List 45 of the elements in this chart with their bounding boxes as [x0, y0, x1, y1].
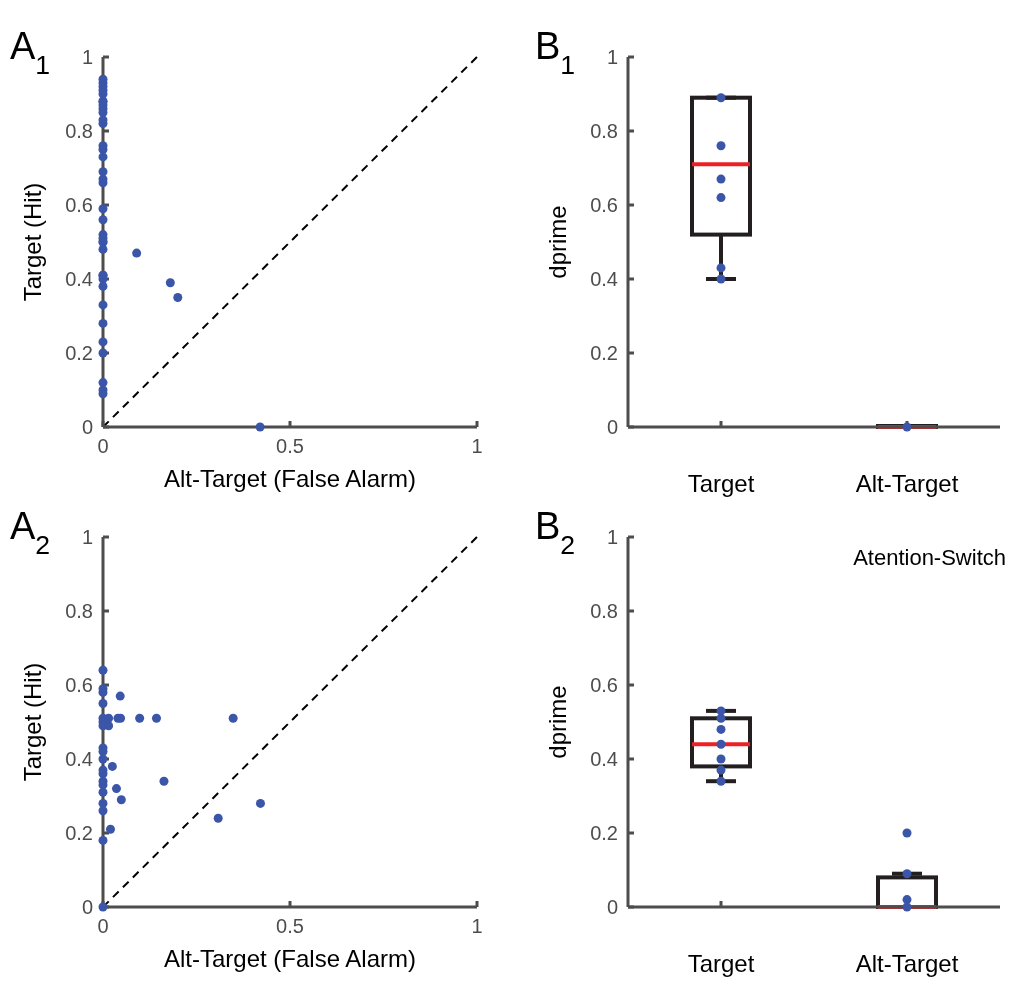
- y-axis-title: dprime: [544, 205, 571, 279]
- y-tick-label: 0.6: [65, 674, 93, 696]
- chart-title: B$_{1}$: [535, 25, 576, 80]
- y-tick-label: 1: [606, 526, 618, 548]
- y-tick-label: 0.6: [65, 194, 93, 216]
- x-tick-label: 1: [471, 915, 483, 937]
- x-axis-title: Alt-Target (False Alarm): [163, 465, 417, 492]
- y-tick-label: 0: [606, 896, 618, 918]
- y-tick-label: 0.8: [590, 120, 618, 142]
- y-tick-label: 0: [606, 416, 618, 438]
- y-axis-title: dprime: [544, 685, 571, 759]
- y-tick-label: 1: [81, 46, 93, 68]
- y-tick-label: 0.8: [65, 600, 93, 622]
- y-tick-label: 0.8: [65, 120, 93, 142]
- x-tick-label: Alt-Target: [855, 470, 959, 497]
- x-tick-label: Target: [687, 470, 755, 497]
- x-tick-label: 0.5: [276, 435, 304, 457]
- x-tick-label: 0: [97, 435, 109, 457]
- y-tick-label: 0.6: [590, 194, 618, 216]
- y-axis-title: Target (Hit): [19, 182, 46, 302]
- chart-title: B$_{2}$: [535, 505, 576, 560]
- annotation: Atention-Switch: [853, 545, 1006, 570]
- chart-title: A$_{1}$: [10, 25, 51, 80]
- y-tick-label: 1: [81, 526, 93, 548]
- y-tick-label: 0.2: [590, 822, 618, 844]
- y-axis-title: Target (Hit): [19, 662, 46, 782]
- y-tick-label: 0.4: [65, 748, 93, 770]
- chart-title: A$_{2}$: [10, 505, 51, 560]
- x-tick-label: Alt-Target: [855, 950, 959, 977]
- y-tick-label: 0.4: [590, 268, 618, 290]
- x-axis-title: Alt-Target (False Alarm): [163, 945, 417, 972]
- y-tick-label: 1: [606, 46, 618, 68]
- x-tick-label: 1: [471, 435, 483, 457]
- y-tick-label: 0: [81, 896, 93, 918]
- x-tick-label: Target: [687, 950, 755, 977]
- x-tick-label: 0: [97, 915, 109, 937]
- y-tick-label: 0.2: [65, 822, 93, 844]
- y-tick-label: 0: [81, 416, 93, 438]
- y-tick-label: 0.2: [590, 342, 618, 364]
- y-tick-label: 0.2: [65, 342, 93, 364]
- y-tick-label: 0.4: [590, 748, 618, 770]
- y-tick-label: 0.8: [590, 600, 618, 622]
- y-tick-label: 0.6: [590, 674, 618, 696]
- y-tick-label: 0.4: [65, 268, 93, 290]
- x-tick-label: 0.5: [276, 915, 304, 937]
